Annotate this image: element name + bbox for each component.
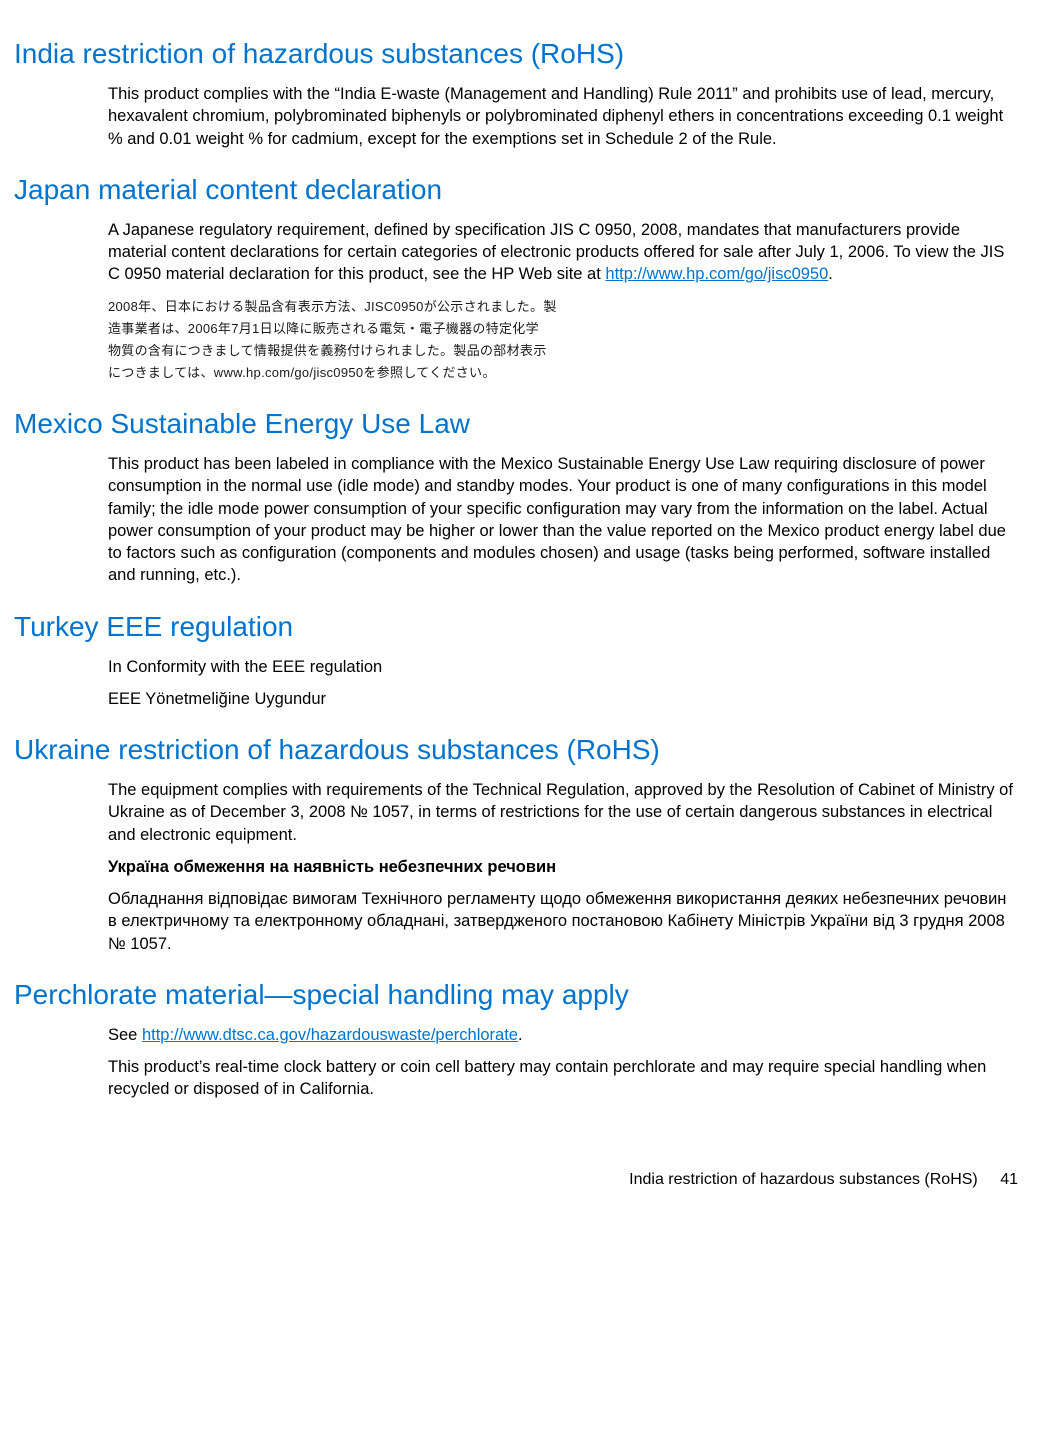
turkey-body-block: In Conformity with the EEE regulation EE… [108,656,1014,711]
india-body-block: This product complies with the “India E-… [108,83,1014,150]
japan-body: A Japanese regulatory requirement, defin… [108,219,1014,286]
japan-body-pre: A Japanese regulatory requirement, defin… [108,221,1004,284]
perchlorate-link[interactable]: http://www.dtsc.ca.gov/hazardouswaste/pe… [142,1026,518,1044]
heading-japan: Japan material content declaration [14,172,1024,207]
perchlorate-body-1: See http://www.dtsc.ca.gov/hazardouswast… [108,1024,1014,1046]
jp-line-2: 造事業者は、2006年7月1日以降に販売される電気・電子機器の特定化学 [108,318,1014,340]
japan-native-text: 2008年、日本における製品含有表示方法、JISC0950が公示されました。製 … [108,296,1014,384]
heading-turkey: Turkey EEE regulation [14,609,1024,644]
heading-perchlorate: Perchlorate material—special handling ma… [14,977,1024,1012]
page-footer: India restriction of hazardous substance… [14,1171,1024,1189]
japan-body-block: A Japanese regulatory requirement, defin… [108,219,1014,384]
perchlorate-body-post: . [518,1026,523,1044]
japan-body-post: . [828,265,833,283]
jp-line-1: 2008年、日本における製品含有表示方法、JISC0950が公示されました。製 [108,296,1014,318]
heading-mexico: Mexico Sustainable Energy Use Law [14,406,1024,441]
mexico-body: This product has been labeled in complia… [108,453,1014,587]
jp-line-4: につきましては、www.hp.com/go/jisc0950を参照してください。 [108,362,1014,384]
japan-link[interactable]: http://www.hp.com/go/jisc0950 [605,265,828,283]
heading-india-rohs: India restriction of hazardous substance… [14,36,1024,71]
mexico-body-block: This product has been labeled in complia… [108,453,1014,587]
india-body: This product complies with the “India E-… [108,83,1014,150]
perchlorate-body-block: See http://www.dtsc.ca.gov/hazardouswast… [108,1024,1014,1101]
turkey-body-2: EEE Yönetmeliğine Uygundur [108,688,1014,710]
turkey-body-1: In Conformity with the EEE regulation [108,656,1014,678]
ukraine-body-3: Обладнання відповідає вимогам Технічного… [108,888,1014,955]
ukraine-body-2-bold: Україна обмеження на наявність небезпечн… [108,856,1014,878]
heading-ukraine: Ukraine restriction of hazardous substan… [14,732,1024,767]
footer-page-number: 41 [1000,1171,1018,1188]
jp-line-3: 物質の含有につきまして情報提供を義務付けられました。製品の部材表示 [108,340,1014,362]
footer-running-title: India restriction of hazardous substance… [629,1171,978,1188]
perchlorate-body-pre: See [108,1026,142,1044]
ukraine-body-block: The equipment complies with requirements… [108,779,1014,955]
ukraine-body-1: The equipment complies with requirements… [108,779,1014,846]
perchlorate-body-2: This product’s real-time clock battery o… [108,1056,1014,1101]
